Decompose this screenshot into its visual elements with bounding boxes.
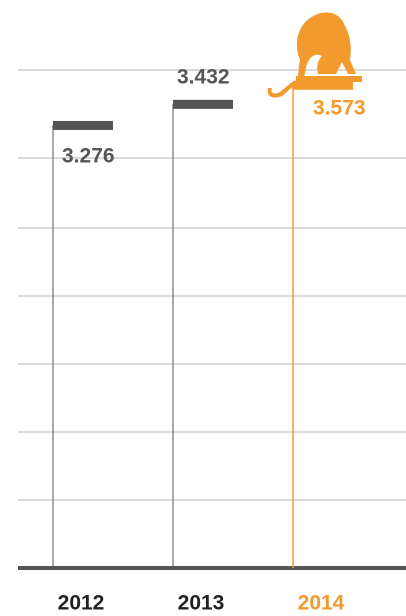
- x-tick-label: 2012: [58, 592, 105, 615]
- grid: [18, 70, 406, 500]
- chart: 3.276 2012 3.432 2013 3.573 2014: [0, 0, 406, 616]
- value-label: 3.573: [313, 96, 366, 119]
- bar-cap: [53, 121, 113, 130]
- bar-cap: [173, 100, 233, 109]
- x-tick-label: 2014: [298, 592, 345, 615]
- value-label: 3.432: [177, 65, 230, 88]
- value-label: 3.276: [62, 145, 115, 168]
- bar-cap: [293, 81, 353, 90]
- x-tick-label: 2013: [178, 592, 225, 615]
